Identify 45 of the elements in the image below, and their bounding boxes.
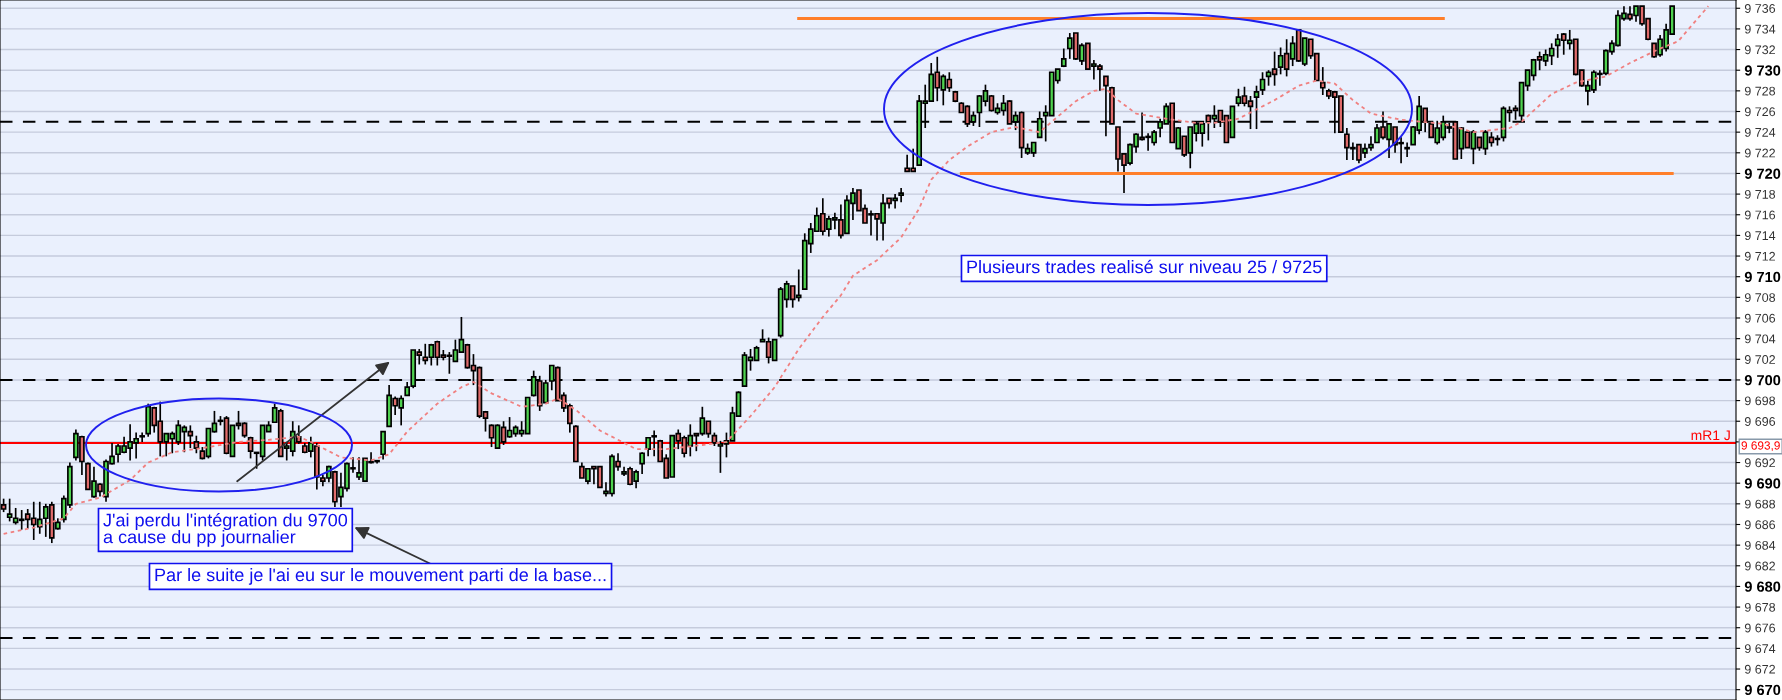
candlestick xyxy=(1368,135,1374,152)
y-tick-label: 9 698 xyxy=(1744,396,1776,406)
y-tick-label: 9 686 xyxy=(1744,520,1776,530)
y-tick-label: 9 690 xyxy=(1744,478,1781,489)
candlestick xyxy=(1404,141,1410,158)
annotation: Par le suite je l'ai eu sur le mouvement parti de la base... xyxy=(155,568,606,585)
y-tick-label: 9 732 xyxy=(1744,45,1775,55)
y-tick-label: 9 704 xyxy=(1744,334,1776,344)
y-tick-label: 9 736 xyxy=(1744,4,1776,13)
candlestick xyxy=(1253,84,1260,130)
candlestick xyxy=(1319,66,1326,96)
candlestick xyxy=(1259,71,1266,96)
ref-line-label: mR1 J xyxy=(1691,430,1730,441)
y-tick-label: 9 682 xyxy=(1744,561,1775,571)
y-tick-label: 9 684 xyxy=(1744,540,1776,550)
y-tick-label: 9 674 xyxy=(1744,644,1776,654)
y-tick-label: 9 714 xyxy=(1744,231,1776,241)
y-tick-label: 9 678 xyxy=(1744,602,1776,612)
y-tick-label: 9 726 xyxy=(1744,107,1776,117)
y-tick-label: 9 728 xyxy=(1744,86,1776,96)
y-tick-label: 9 676 xyxy=(1744,623,1776,633)
y-tick-label: 9 710 xyxy=(1744,271,1781,283)
y-tick-label: 9 724 xyxy=(1744,127,1776,137)
text: 9 693,9 xyxy=(1741,441,1780,452)
y-tick-label: 9 702 xyxy=(1744,355,1775,364)
y-tick-label: 9 718 xyxy=(1744,189,1776,199)
y-tick-label: 9 708 xyxy=(1744,293,1776,302)
annotation: J'ai perdu l'intégration du 9700 a cause du pp journalier xyxy=(103,513,348,547)
y-tick-label: 9 680 xyxy=(1744,581,1781,592)
y-tick-label: 9 720 xyxy=(1744,168,1781,179)
y-tick-label: 9 730 xyxy=(1744,65,1781,76)
y-tick-label: 9 706 xyxy=(1744,313,1776,323)
y-tick-label: 9 670 xyxy=(1744,684,1781,696)
y-tick-label: 9 688 xyxy=(1744,499,1776,509)
y-tick-label: 9 672 xyxy=(1744,664,1775,674)
y-tick-label: 9 692 xyxy=(1744,458,1775,468)
candlestick xyxy=(380,430,386,461)
y-tick-label: 9 700 xyxy=(1744,375,1781,386)
y-tick-label: 9 712 xyxy=(1744,251,1775,261)
y-tick-label: 9 722 xyxy=(1744,148,1775,158)
annotation: Plusieurs trades realisé sur niveau 25 / 9725 xyxy=(967,259,1322,274)
y-tick-label: 9 696 xyxy=(1744,417,1776,426)
y-tick-label: 9 716 xyxy=(1744,210,1776,220)
y-tick-label: 9 734 xyxy=(1744,24,1776,34)
candlestick xyxy=(639,451,645,475)
